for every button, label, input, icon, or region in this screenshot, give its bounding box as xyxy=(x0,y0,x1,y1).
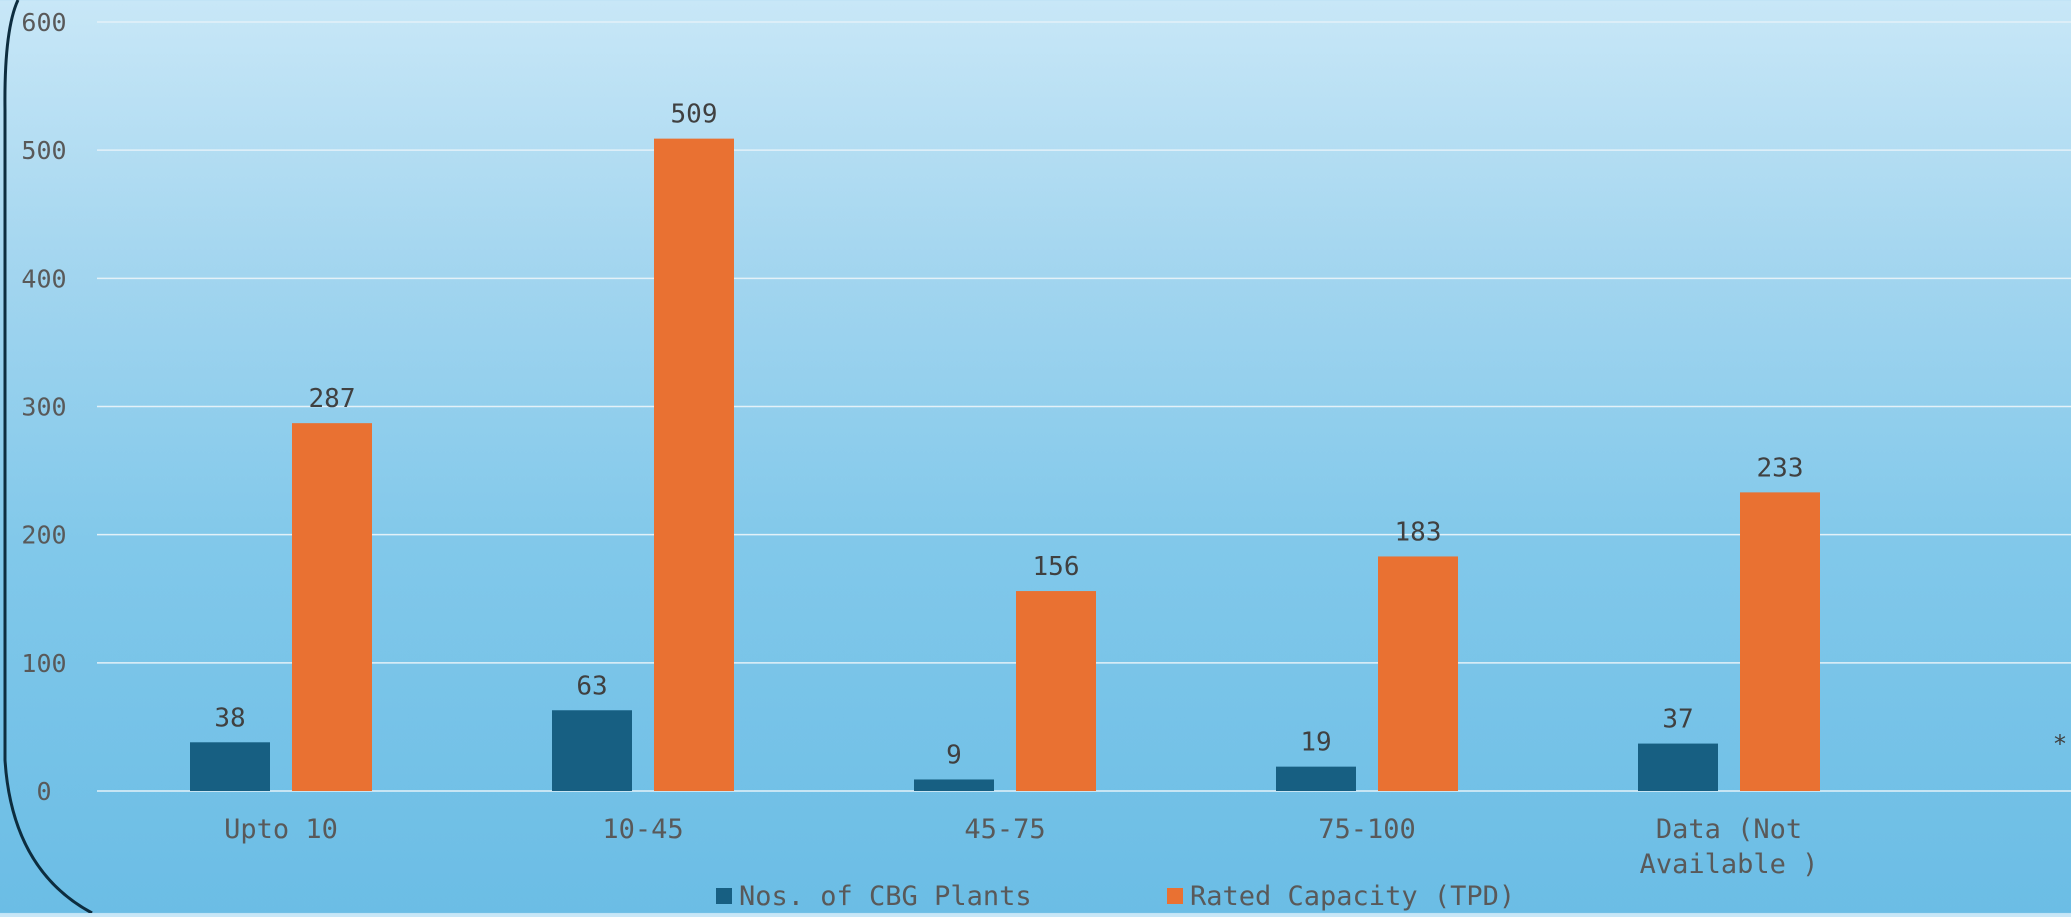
bar xyxy=(654,138,734,792)
x-tick-label: Upto 10 xyxy=(224,814,338,845)
bar xyxy=(1378,556,1458,791)
y-tick-label: 200 xyxy=(21,521,66,550)
bar xyxy=(292,423,372,791)
bar-value-label: 156 xyxy=(1033,552,1080,582)
y-tick-label: 500 xyxy=(21,136,66,165)
x-tick-label: 75-100 xyxy=(1318,814,1416,845)
bar-value-label: 233 xyxy=(1757,453,1804,483)
x-axis-ticks: Upto 10 10-45 45-75 75-100 Data (Not Availabl… xyxy=(224,814,1818,880)
bar-value-label: 38 xyxy=(214,703,245,733)
bar-value-label: 287 xyxy=(309,384,356,414)
legend-label: Nos. of CBG Plants xyxy=(739,881,1032,912)
bar xyxy=(914,779,994,791)
bar xyxy=(1016,591,1096,791)
y-tick-label: 300 xyxy=(21,393,66,422)
legend-swatch xyxy=(1167,888,1183,904)
x-tick-label: Data (Not xyxy=(1656,814,1802,845)
bar xyxy=(1638,743,1718,791)
x-tick-label: Available ) xyxy=(1640,849,1819,880)
bar xyxy=(1740,492,1820,791)
legend-swatch xyxy=(716,888,732,904)
bars xyxy=(190,138,1820,792)
bar xyxy=(190,742,270,791)
y-tick-label: 400 xyxy=(21,264,66,293)
annotation-asterisk: * xyxy=(2053,730,2067,758)
y-tick-label: 100 xyxy=(21,649,66,678)
bar-value-label: 63 xyxy=(576,671,607,701)
data-labels: 38 287 63 509 9 156 19 183 37 233 xyxy=(214,100,1803,771)
bar-value-label: 183 xyxy=(1395,517,1442,547)
frame-border-decoration xyxy=(3,0,93,915)
bar-value-label: 9 xyxy=(946,740,962,770)
y-axis-ticks: 0 100 200 300 400 500 600 xyxy=(21,8,66,806)
x-tick-label: 45-75 xyxy=(964,814,1045,845)
legend-label: Rated Capacity (TPD) xyxy=(1190,881,1515,912)
bar-value-label: 19 xyxy=(1300,728,1331,758)
bar-value-label: 37 xyxy=(1662,705,1693,735)
y-tick-label: 0 xyxy=(36,777,51,806)
bar xyxy=(552,710,632,791)
legend: Nos. of CBG Plants Rated Capacity (TPD) xyxy=(716,881,1515,912)
bar-value-label: 509 xyxy=(671,100,718,130)
bar xyxy=(1276,766,1356,791)
x-tick-label: 10-45 xyxy=(602,814,683,845)
y-tick-label: 600 xyxy=(21,8,66,37)
